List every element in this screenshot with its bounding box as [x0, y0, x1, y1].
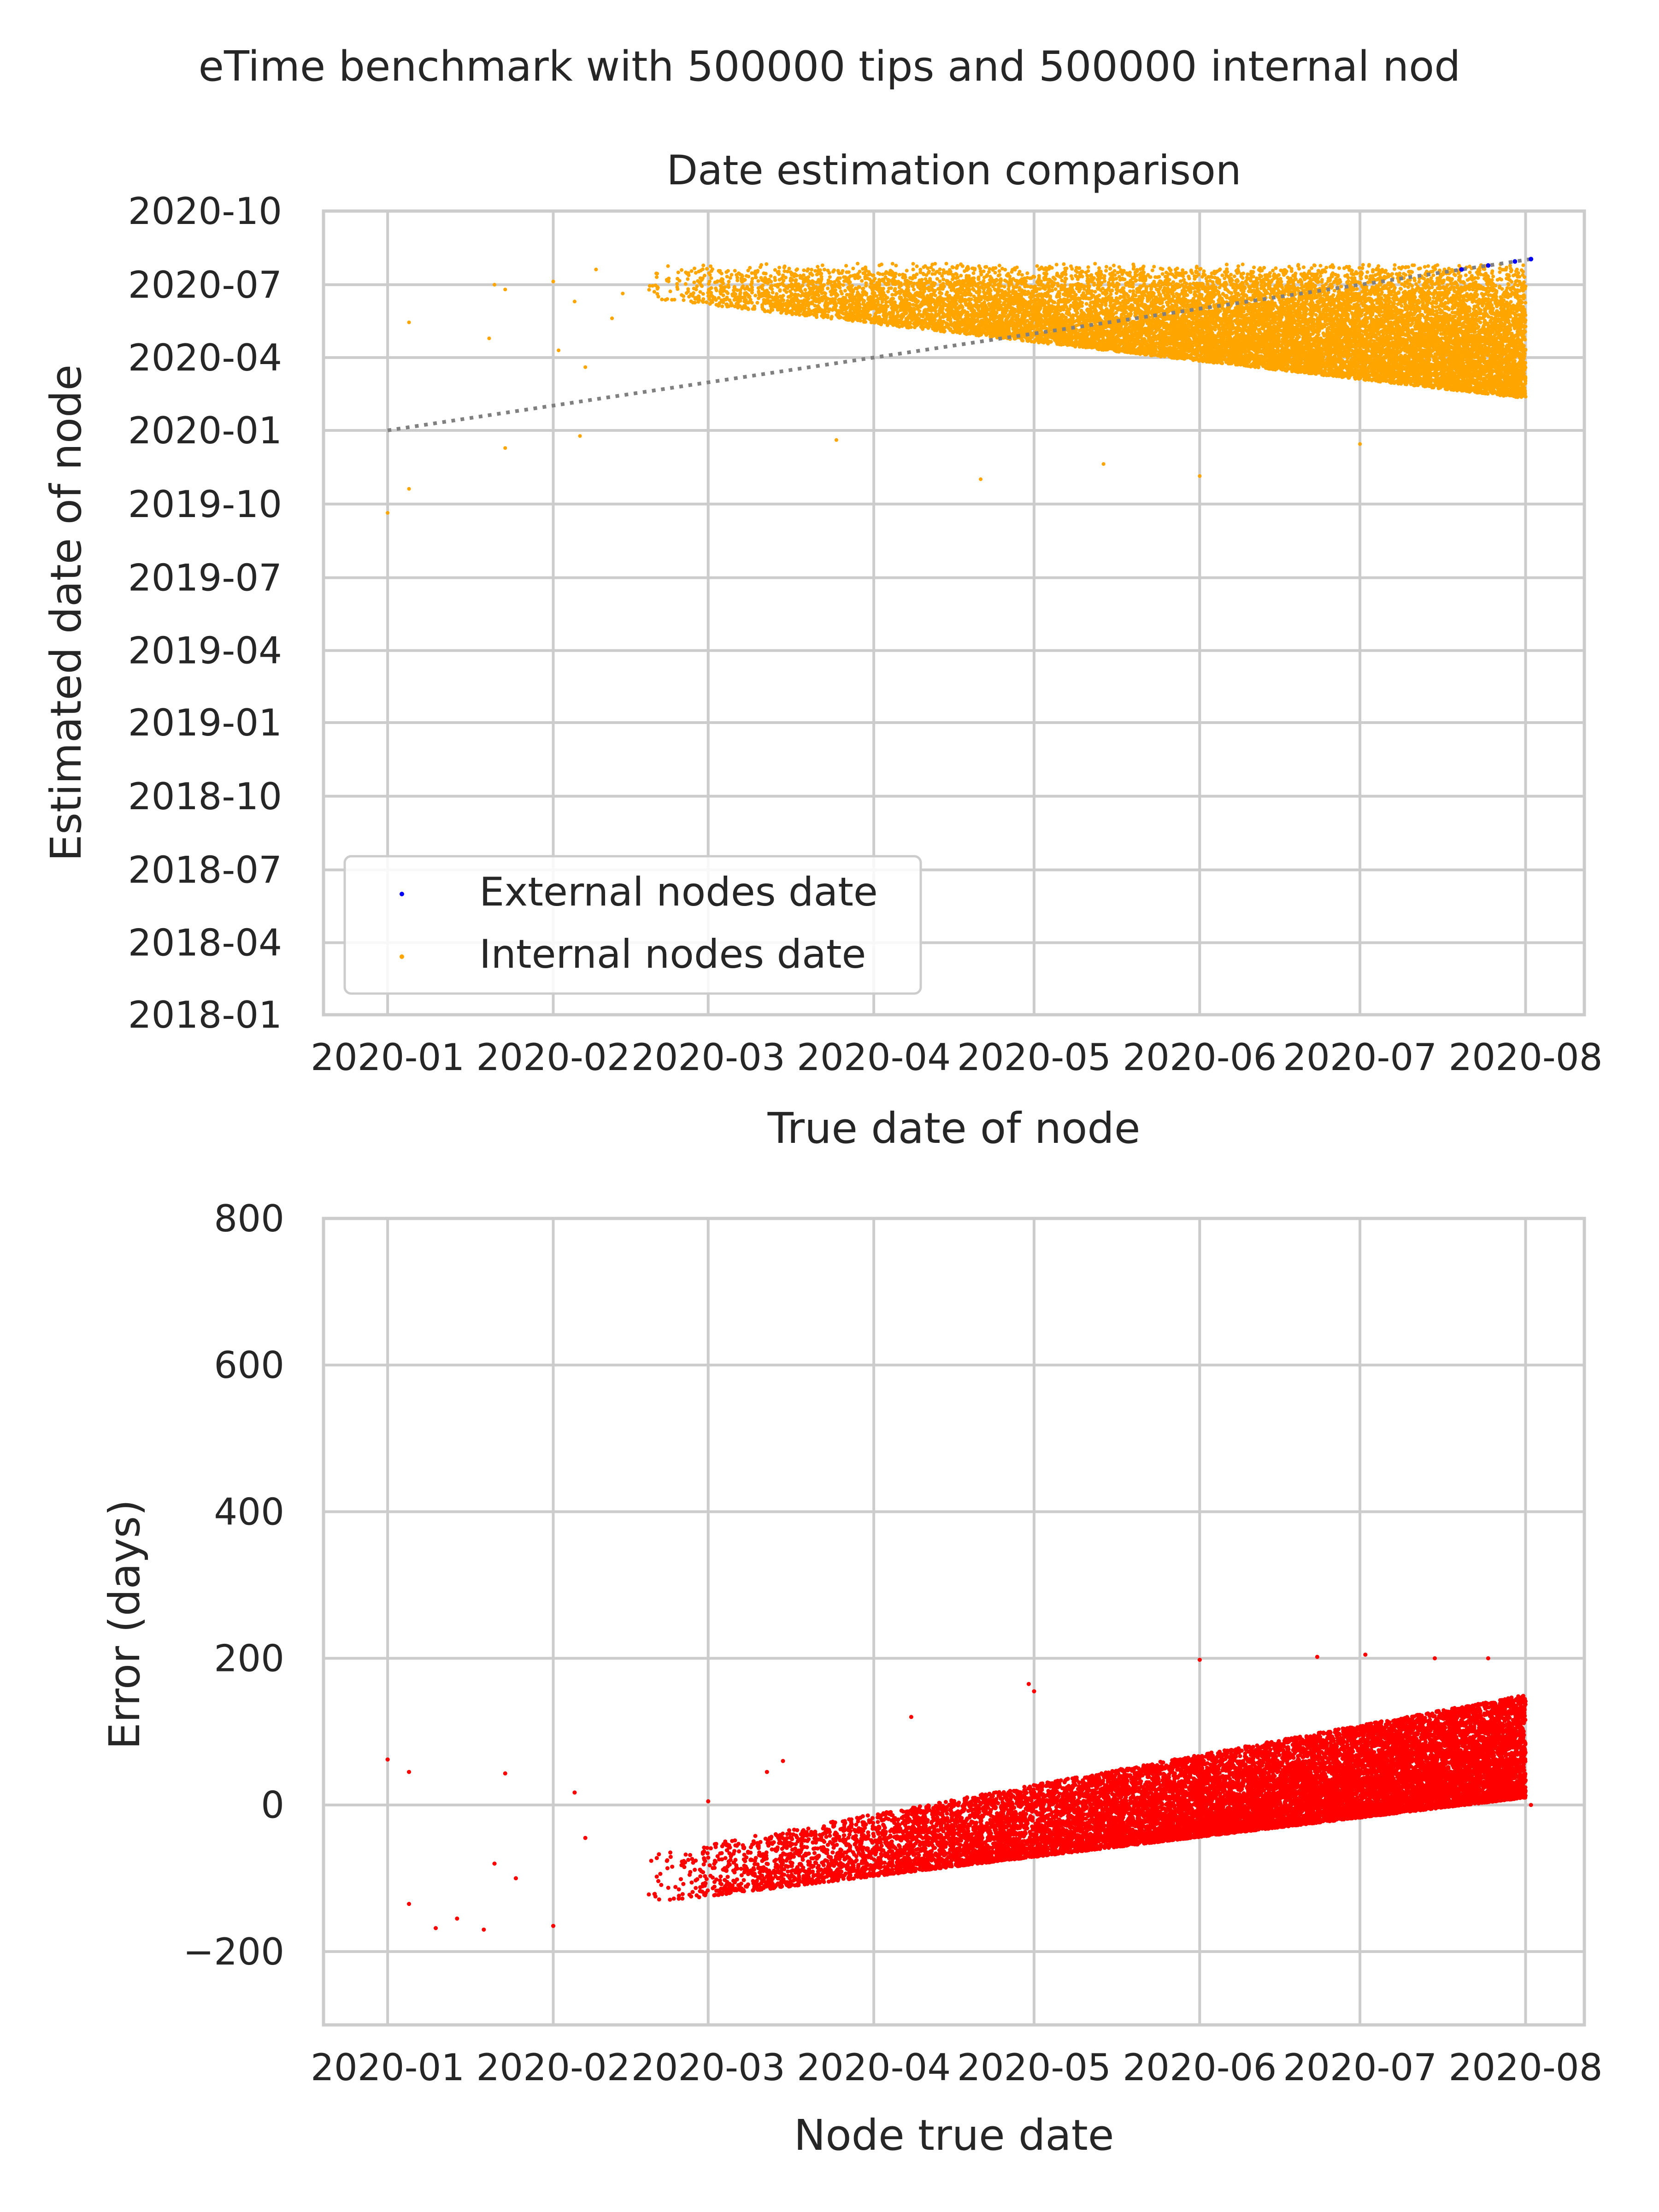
bottom-x-tick-label: 2020-07: [1283, 2046, 1437, 2089]
bottom-y-tick-label: 0: [261, 1784, 284, 1827]
bottom-x-tick-label: 2020-05: [957, 2046, 1111, 2089]
top-y-axis-label: Estimated date of node: [41, 365, 91, 861]
top-x-tick-label: 2020-02: [476, 1036, 630, 1079]
bottom-y-tick-label: 800: [214, 1197, 284, 1240]
top-y-tick-label: 2018-04: [128, 922, 282, 965]
top-y-tick-label: 2018-01: [128, 994, 282, 1036]
top-x-tick-label: 2020-07: [1283, 1036, 1437, 1079]
bottom-x-axis-label: Node true date: [794, 2111, 1114, 2160]
bottom-y-tick-label: −200: [183, 1930, 284, 1973]
top-y-tick-label: 2019-01: [128, 701, 282, 744]
bottom-x-tick-label: 2020-03: [631, 2046, 785, 2089]
legend-label-external: External nodes date: [479, 869, 878, 915]
top-x-tick-label: 2020-05: [957, 1036, 1111, 1079]
top-y-tick-label: 2018-07: [128, 849, 282, 892]
top-x-tick-label: 2020-03: [631, 1036, 785, 1079]
error-points: [385, 1653, 1533, 1932]
internal-nodes-points: [386, 262, 1528, 515]
legend-box: [343, 855, 922, 995]
top-y-tick-label: 2018-10: [128, 775, 282, 818]
bottom-y-tick-label: 400: [214, 1490, 284, 1533]
legend-label-internal: Internal nodes date: [479, 931, 866, 977]
bottom-axes-frame: [322, 1217, 1586, 2027]
top-axes: Date estimation comparison 2020-01 2020-0…: [41, 147, 1603, 1153]
top-x-axis-label: True date of node: [767, 1104, 1141, 1153]
bottom-axes-points: [385, 1653, 1533, 1932]
top-axes-points: [386, 257, 1534, 515]
bottom-x-tick-label: 2020-08: [1448, 2046, 1602, 2089]
figure-suptitle: eTime benchmark with 500000 tips and 500…: [199, 42, 1461, 91]
top-x-tick-label: 2020-01: [311, 1036, 465, 1079]
top-axes-title: Date estimation comparison: [666, 147, 1241, 194]
bottom-axes-grid: [324, 1217, 1584, 2025]
top-y-tick-label: 2019-04: [128, 629, 282, 672]
bottom-x-tick-label: 2020-06: [1123, 2046, 1277, 2089]
top-x-tick-label: 2020-08: [1448, 1036, 1602, 1079]
legend-marker-external: [400, 892, 404, 896]
bottom-x-tick-label: 2020-01: [311, 2046, 465, 2089]
bottom-axes: 2020-01 2020-02 2020-03 2020-04 2020-05 2020-…: [100, 1197, 1603, 2160]
top-x-tick-label: 2020-06: [1123, 1036, 1277, 1079]
top-y-tick-label: 2020-01: [128, 409, 282, 452]
external-nodes-points: [1459, 257, 1534, 272]
bottom-axes-tick-labels: 2020-01 2020-02 2020-03 2020-04 2020-05 2020-…: [183, 1197, 1602, 2089]
bottom-y-tick-label: 200: [214, 1637, 284, 1680]
bottom-x-tick-label: 2020-04: [797, 2046, 951, 2089]
top-y-tick-label: 2020-07: [128, 264, 282, 306]
top-axes-tick-labels: 2020-01 2020-02 2020-03 2020-04 2020-05 2020-…: [128, 190, 1603, 1079]
top-y-tick-label: 2019-07: [128, 557, 282, 600]
top-y-tick-label: 2020-10: [128, 190, 282, 233]
legend: External nodes date Internal nodes date: [343, 855, 922, 995]
top-y-tick-label: 2019-10: [128, 483, 282, 526]
bottom-y-axis-label: Error (days): [100, 1500, 149, 1749]
top-x-tick-label: 2020-04: [797, 1036, 951, 1079]
top-axes-frame: [322, 209, 1586, 1017]
legend-marker-internal: [400, 954, 404, 959]
bottom-y-tick-label: 600: [214, 1344, 284, 1387]
bottom-x-tick-label: 2020-02: [476, 2046, 630, 2089]
top-y-tick-label: 2020-04: [128, 336, 282, 379]
